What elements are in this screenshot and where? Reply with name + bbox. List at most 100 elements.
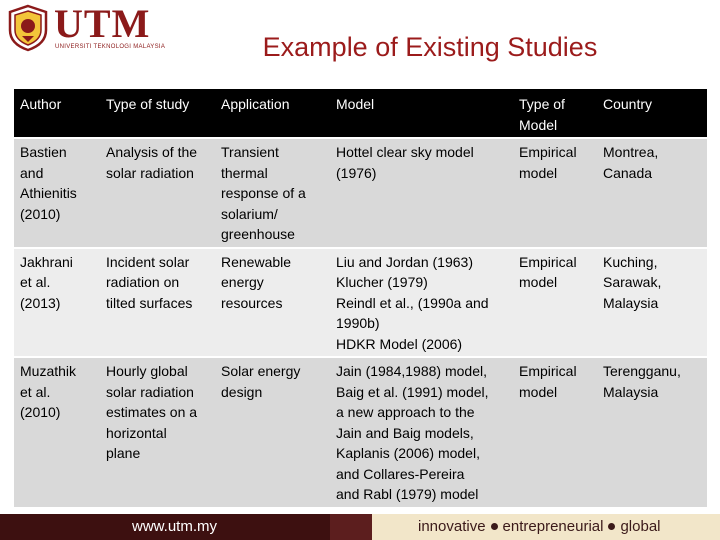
footer-left-band (0, 514, 330, 540)
cell-line: Muzathik (20, 363, 77, 379)
cell-line: Empirical (519, 253, 577, 270)
cell-line: Reindl et al., (1990a and (336, 294, 489, 311)
cell-line: Klucher (1979) (336, 274, 428, 290)
header-type-of-model: Type of Model (513, 90, 597, 138)
cell-line: Transient (221, 144, 279, 160)
cell-application: Solar energy design (215, 357, 330, 507)
cell-line: Jakhrani (20, 253, 73, 270)
tag-innovative: innovative (418, 518, 486, 535)
logo-text: UTM (54, 1, 151, 46)
utm-crest-icon (8, 4, 48, 52)
cell-type-of-study: Incident solar radiation on tilted surface… (100, 247, 215, 357)
bullet-icon (608, 523, 616, 531)
cell-line: solar radiation (106, 383, 194, 400)
page-title: Example of Existing Studies (262, 32, 598, 62)
table-row: Bastien and Athienitis (2010) Analysis of th… (14, 138, 707, 248)
table-row: Jakhrani et al. (2013) Incident solar radiat… (14, 247, 707, 357)
cell-line: Canada (603, 164, 653, 181)
cell-line: Jain (1984,1988) model, (336, 363, 487, 379)
cell-line: Analysis of the (106, 144, 198, 160)
studies-table: Author Type of study Application Model T… (14, 89, 707, 507)
cell-line: Kuching, (603, 253, 658, 270)
footer-tagline: innovative entrepreneurial global (418, 518, 661, 535)
cell-model: Jain (1984,1988) model, Baig et al. (1991… (330, 357, 513, 507)
cell-line: Liu and Jordan (1963) (336, 253, 473, 270)
cell-line: model (519, 164, 558, 181)
cell-line: Bastien (20, 144, 67, 160)
cell-author: Bastien and Athienitis (2010) (14, 138, 100, 248)
table-header-row: Author Type of study Application Model T… (14, 90, 707, 138)
cell-line: (1976) (336, 164, 377, 181)
cell-line: 1990b) (336, 315, 380, 331)
cell-line: Malaysia (603, 383, 659, 400)
cell-line: radiation on (106, 274, 180, 290)
cell-type-of-model: Empirical model (513, 247, 597, 357)
cell-author: Muzathik et al. (2010) (14, 357, 100, 507)
cell-type-of-study: Analysis of the solar radiation (100, 138, 215, 248)
cell-line: model (519, 383, 558, 400)
cell-line: tilted surfaces (106, 294, 193, 311)
cell-country: Terengganu, Malaysia (597, 357, 707, 507)
cell-model: Liu and Jordan (1963) Klucher (1979) Reind… (330, 247, 513, 357)
cell-line: Jain and Baig models, (336, 424, 474, 441)
cell-line: model (519, 274, 558, 290)
cell-type-of-model: Empirical model (513, 138, 597, 248)
cell-line: and Rabl (1979) model (336, 486, 479, 502)
cell-line: response of a (221, 185, 306, 201)
header-type-of-study: Type of study (100, 90, 215, 138)
header-country: Country (597, 90, 707, 138)
cell-application: Renewable energy resources (215, 247, 330, 357)
cell-line: and (20, 164, 44, 181)
cell-line: Hottel clear sky model (336, 144, 474, 160)
cell-line: and Collares-Pereira (336, 465, 465, 482)
cell-line: Hourly global (106, 363, 188, 379)
utm-logo: UTM UNIVERSITI TEKNOLOGI MALAYSIA (6, 2, 165, 54)
cell-line: (2013) (20, 294, 61, 311)
cell-line: Malaysia (603, 294, 659, 311)
header-line: Type of (519, 96, 565, 112)
cell-line: Incident solar (106, 253, 190, 270)
cell-line: Empirical (519, 363, 577, 379)
cell-line: Terengganu, (603, 363, 681, 379)
cell-line: thermal (221, 164, 268, 181)
cell-line: energy (221, 274, 264, 290)
footer-right-band (372, 514, 720, 540)
cell-type-of-model: Empirical model (513, 357, 597, 507)
cell-country: Kuching, Sarawak, Malaysia (597, 247, 707, 357)
cell-line: resources (221, 294, 283, 311)
bullet-icon (490, 523, 498, 531)
cell-line: estimates on a (106, 404, 198, 420)
tag-entrepreneurial: entrepreneurial (502, 518, 604, 535)
cell-line: Kaplanis (2006) model, (336, 445, 480, 461)
cell-line: Sarawak, (603, 274, 662, 290)
header-application: Application (215, 90, 330, 138)
cell-line: Athienitis (20, 185, 77, 201)
cell-line: Baig et al. (1991) model, (336, 383, 489, 400)
cell-line: horizontal (106, 424, 167, 441)
cell-line: Montrea, (603, 144, 659, 160)
logo-subtitle: UNIVERSITI TEKNOLOGI MALAYSIA (55, 44, 166, 50)
cell-application: Transient thermal response of a solarium/gr… (215, 138, 330, 248)
cell-line: solar radiation (106, 164, 194, 181)
cell-author: Jakhrani et al. (2013) (14, 247, 100, 357)
tag-global: global (620, 518, 661, 535)
cell-line: HDKR Model (2006) (336, 335, 463, 352)
footer-url: www.utm.my (132, 518, 218, 535)
cell-line: plane (106, 445, 141, 461)
footer: www.utm.my innovative entrepreneurial glob… (0, 514, 720, 540)
cell-type-of-study: Hourly global solar radiation estimates on… (100, 357, 215, 507)
cell-line: greenhouse (221, 226, 295, 242)
cell-line: Renewable (221, 253, 292, 270)
table-row: Muzathik et al. (2010) Hourly global solar r… (14, 357, 707, 507)
cell-line: a new approach to the (336, 404, 475, 420)
cell-line: et al. (20, 274, 51, 290)
cell-line: (2010) (20, 404, 61, 420)
cell-line: Empirical (519, 144, 577, 160)
cell-country: Montrea, Canada (597, 138, 707, 248)
cell-model: Hottel clear sky model (1976) (330, 138, 513, 248)
cell-line: solarium/ (221, 205, 278, 222)
cell-line: design (221, 383, 263, 400)
cell-line: Solar energy (221, 363, 301, 379)
cell-line: et al. (20, 383, 51, 400)
header-line: Model (519, 116, 558, 133)
